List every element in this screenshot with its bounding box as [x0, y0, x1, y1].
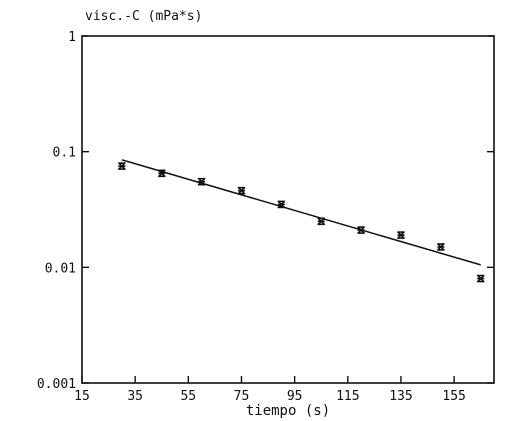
data-point — [237, 186, 246, 195]
plot-frame — [81, 35, 495, 384]
data-point — [357, 225, 366, 235]
x-tick-label: 135 — [389, 389, 412, 404]
y-tick-label: 0.001 — [37, 377, 76, 392]
data-point — [436, 242, 445, 252]
x-axis-ticks: 15 35 55 75 95 115 135 155 — [74, 376, 466, 404]
y-tick-label: 0.01 — [45, 261, 76, 276]
x-tick-label: 95 — [287, 389, 303, 404]
chart-title: visc.-C (mPa*s) — [85, 9, 202, 24]
data-point — [197, 177, 206, 186]
trend-line — [121, 159, 481, 266]
x-axis-label: tiempo (s) — [246, 403, 330, 419]
y-tick-label: 0.1 — [53, 146, 76, 161]
x-tick-label: 75 — [234, 389, 250, 404]
data-point — [317, 217, 326, 226]
y-tick-label: 1 — [68, 30, 76, 45]
x-tick-label: 115 — [336, 389, 359, 404]
x-tick-label: 55 — [180, 389, 196, 404]
y-axis-ticks: 0.001 0.01 0.1 1 — [37, 30, 494, 392]
data-point — [117, 162, 126, 171]
x-tick-label: 35 — [127, 389, 143, 404]
data-point — [396, 231, 406, 240]
data-points — [117, 162, 485, 283]
data-point — [157, 169, 166, 178]
x-tick-label: 155 — [442, 389, 465, 404]
data-point — [476, 274, 485, 283]
data-point — [277, 200, 286, 209]
x-tick-label: 15 — [74, 389, 90, 404]
